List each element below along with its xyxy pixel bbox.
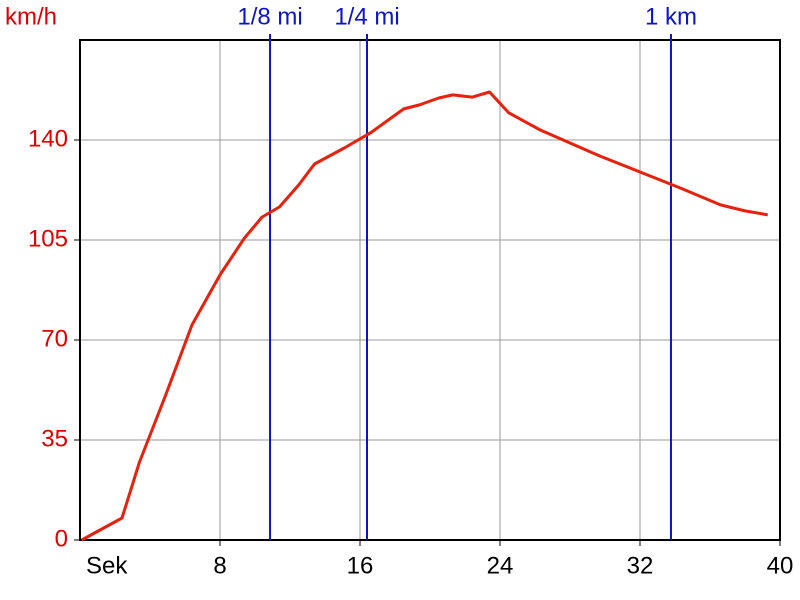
y-tick-label: 70	[41, 325, 68, 352]
y-tick-label: 35	[41, 425, 68, 452]
x-tick-label: 32	[627, 552, 654, 579]
distance-marker-label: 1/4 mi	[334, 3, 399, 30]
y-axis-label: km/h	[5, 3, 57, 30]
x-tick-label: 40	[767, 552, 794, 579]
x-tick-label: 8	[213, 552, 226, 579]
distance-marker-label: 1/8 mi	[237, 3, 302, 30]
y-tick-label: 0	[55, 525, 68, 552]
x-axis-label: Sek	[86, 552, 128, 579]
speed-line	[81, 90, 769, 542]
x-tick-label: 16	[347, 552, 374, 579]
x-tick-label: 24	[487, 552, 514, 579]
plot-frame	[79, 39, 781, 541]
y-tick-label: 140	[28, 125, 68, 152]
distance-marker-label: 1 km	[645, 3, 697, 30]
y-tick-label: 105	[28, 225, 68, 252]
